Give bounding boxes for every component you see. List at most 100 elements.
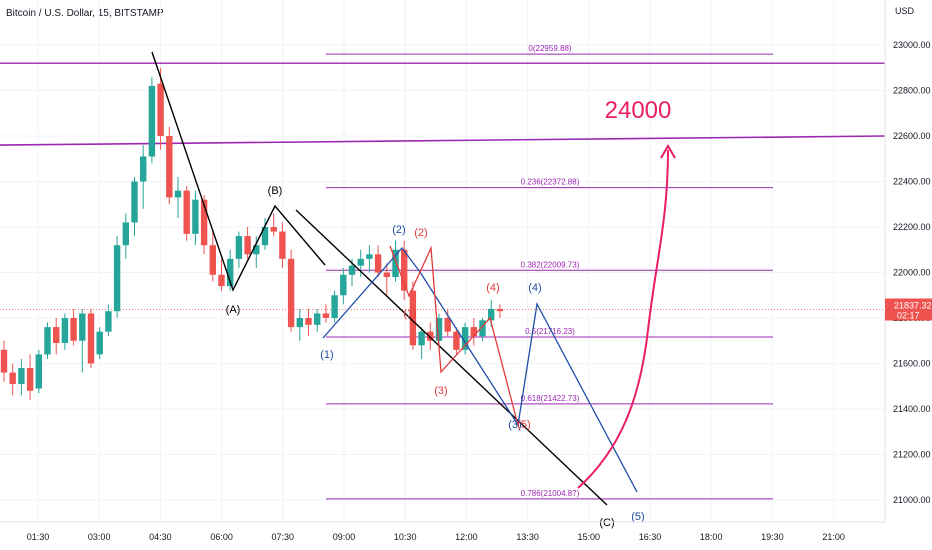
x-tick-label: 06:00	[210, 532, 233, 542]
candle-body	[174, 190, 182, 198]
candle-body	[314, 313, 321, 325]
candle-body	[140, 156, 147, 182]
candle-body	[401, 249, 408, 291]
x-tick-label: 13:30	[516, 532, 539, 542]
price-axis: USD21000.0021200.0021400.0021600.0021800…	[884, 0, 932, 550]
candle-body	[357, 258, 364, 266]
candle-body	[183, 190, 190, 234]
candle-body	[418, 331, 425, 346]
candle-body	[461, 327, 469, 350]
x-tick-label: 21:00	[822, 532, 845, 542]
x-tick-label: 15:00	[578, 532, 601, 542]
candle-body	[331, 295, 338, 318]
candle-body	[392, 249, 399, 278]
y-tick-label: 22000.00	[893, 268, 931, 278]
x-tick-label: 12:00	[455, 532, 478, 542]
price-countdown: 02:17	[897, 311, 920, 321]
x-tick-label: 04:30	[149, 532, 172, 542]
fib-level-label: 0.236(22372.88)	[521, 178, 580, 187]
candle-body	[166, 136, 173, 198]
candle-body	[200, 199, 208, 246]
time-axis: 01:30 03:00 04:30 06:00 07:30 09:00 10:30 12:00…	[0, 521, 885, 542]
fib-level-label: 0.786(21004.87)	[521, 489, 580, 498]
fib-retracement: 0(22959.88) 0.236(22372.88) 0.382(22009.73…	[326, 44, 773, 500]
x-tick-label: 16:30	[639, 532, 662, 542]
black-wave-c-leg	[295, 209, 608, 506]
grid	[0, 0, 885, 522]
x-tick-label: 10:30	[394, 532, 417, 542]
x-tick-label: 07:30	[272, 532, 295, 542]
target-arrow: 24000	[577, 97, 676, 489]
candle-body	[96, 331, 103, 355]
price-axis-bg	[885, 0, 932, 550]
candle-body	[409, 290, 417, 346]
wave-label-a: (A)	[226, 304, 241, 316]
candle-body	[0, 349, 8, 373]
candle-body	[435, 318, 443, 341]
candle-body	[218, 274, 225, 287]
y-tick-label: 21000.00	[893, 495, 931, 505]
candle-body	[305, 318, 312, 325]
candle-body	[488, 308, 495, 321]
fib-level-label: 0.5(21716.23)	[525, 327, 575, 336]
y-tick-label: 21200.00	[893, 450, 931, 460]
blue-wave-label-1: (1)	[320, 349, 333, 361]
candle-body	[209, 245, 216, 275]
candle-body	[261, 227, 269, 246]
candle-body	[44, 327, 51, 355]
red-wave-label-5: (5)	[517, 419, 530, 431]
candle-body	[113, 245, 121, 312]
red-wave-label-1: (1)	[403, 308, 416, 320]
current-price-tag	[885, 298, 932, 321]
candle-body	[427, 331, 434, 341]
current-price-value: 21837.32	[894, 301, 932, 311]
wave-label-c: (C)	[599, 517, 614, 529]
candle-body	[253, 245, 260, 255]
wave-label-b: (B)	[268, 185, 283, 197]
candle-body	[192, 199, 199, 234]
red-wave-label-4: (4)	[486, 282, 499, 294]
red-wave-label-2: (2)	[414, 227, 427, 239]
fib-level-label: 0.382(22009.73)	[521, 260, 580, 269]
candle-body	[453, 331, 460, 350]
candle-body	[157, 83, 164, 136]
blue-wave-path	[322, 246, 638, 493]
candle-body	[131, 181, 138, 223]
x-tick-label: 19:30	[761, 532, 784, 542]
candle-body	[235, 236, 243, 259]
candle-body	[105, 311, 112, 332]
candle-body	[340, 274, 347, 296]
horizontal-line	[0, 135, 886, 146]
candle-body	[35, 354, 42, 389]
elliott-waves: (A) (B) (C) (1) (2) (3) (4) (5) (1) (2) (3) (4) (5)	[151, 51, 645, 529]
x-tick-label: 03:00	[88, 532, 111, 542]
candles	[0, 67, 504, 400]
horizontal-lines	[0, 62, 886, 310]
fib-level-label: 0.618(21422.73)	[521, 394, 580, 403]
candle-body	[87, 313, 95, 364]
candle-body	[270, 227, 277, 232]
candle-body	[70, 318, 77, 341]
candle-body	[366, 254, 373, 259]
y-tick-label: 21400.00	[893, 404, 931, 414]
y-tick-label: 23000.00	[893, 40, 931, 50]
candle-body	[287, 258, 295, 328]
chart-title: Bitcoin / U.S. Dollar, 15, BITSTAMP	[6, 8, 164, 19]
candle-body	[322, 313, 330, 318]
blue-wave-label-2: (2)	[392, 224, 405, 236]
candle-body	[53, 327, 60, 344]
target-arrow-head	[660, 144, 676, 159]
currency-label: USD	[895, 6, 915, 16]
candle-body	[296, 318, 303, 328]
y-tick-label: 22800.00	[893, 86, 931, 96]
x-tick-label: 18:00	[700, 532, 723, 542]
candle-body	[374, 254, 382, 273]
blue-wave-label-5: (5)	[631, 511, 644, 523]
black-wave-abc	[151, 51, 326, 292]
candle-body	[18, 368, 25, 384]
candle-body	[444, 318, 451, 332]
target-arrow-curve	[577, 149, 669, 489]
target-price-label: 24000	[605, 97, 672, 124]
candle-body	[244, 236, 251, 255]
